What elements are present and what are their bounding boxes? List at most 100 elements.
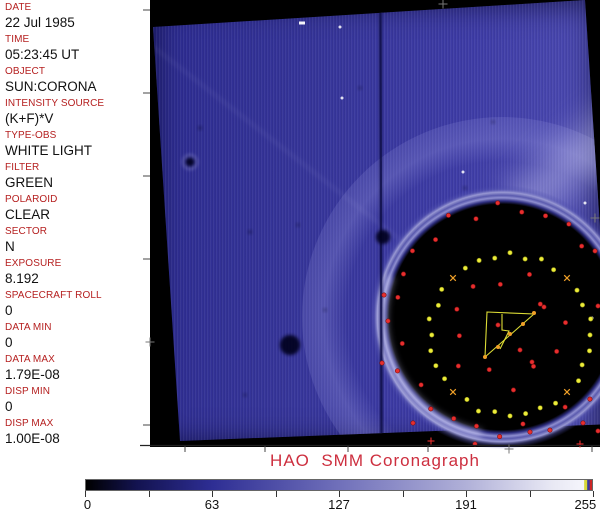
inner-red-ring-dot: [486, 367, 492, 373]
yellow-ring-dot: [433, 363, 439, 369]
inner-red-ring-dot: [510, 387, 516, 393]
metadata-field: DATA MAX 1.79E-08: [5, 354, 148, 386]
outer-red-ring-dot: [579, 243, 585, 249]
colorbar-tick-label: 127: [328, 497, 350, 512]
dust-spot: [358, 86, 362, 90]
image-title: HAO SMM Coronagraph: [270, 451, 480, 470]
fiducial-red-dot: [595, 428, 600, 434]
star-speck: [461, 170, 465, 174]
field-label: POLAROID: [5, 194, 58, 205]
dust-spot: [280, 335, 300, 355]
yellow-ring-dot: [475, 408, 481, 414]
outer-red-ring-dot: [451, 416, 457, 422]
fiducial-red-dot: [541, 304, 547, 310]
colorbar-tick-label: 0: [83, 497, 92, 512]
yellow-ring-dot: [507, 413, 513, 419]
inner-red-ring-dot: [537, 301, 543, 307]
x-mark: [563, 274, 571, 282]
polygon-vertex-dot: [508, 332, 512, 336]
field-value: GREEN: [5, 175, 54, 190]
colorbar-tick: [466, 491, 467, 497]
yellow-ring-dot: [587, 348, 593, 354]
metadata-field: POLAROID CLEAR: [5, 194, 148, 226]
outer-red-ring-dot: [433, 237, 439, 243]
disk-rim-glow: [378, 193, 600, 441]
field-value: CLEAR: [5, 207, 51, 222]
colorbar-tick: [529, 491, 531, 497]
field-value: SUN:CORONA: [5, 79, 97, 94]
yellow-ring-dot: [435, 302, 441, 308]
field-value: 05:23:45 UT: [5, 47, 80, 62]
field-value: WHITE LIGHT: [5, 143, 92, 158]
colorbar-tick-label: 63: [204, 497, 220, 512]
yellow-ring-dot: [587, 332, 593, 338]
dust-spot: [491, 120, 495, 124]
inner-red-ring-dot: [497, 281, 503, 287]
outer-red-ring-dot: [473, 216, 479, 222]
colorbar-tick: [148, 491, 150, 497]
field-value: 0: [5, 303, 13, 318]
field-label: EXPOSURE: [5, 258, 62, 269]
outer-red-ring-dot: [520, 421, 526, 427]
image-overlay: [140, 0, 600, 454]
pylon-line: [379, 12, 383, 434]
colorbar-tick: [339, 491, 340, 497]
fiducial-red-dot: [379, 360, 385, 366]
field-value: 1.79E-08: [5, 367, 60, 382]
inner-red-ring-dot: [531, 363, 537, 369]
yellow-ring-dot: [492, 255, 498, 261]
outer-red-ring-dot: [497, 434, 503, 440]
metadata-sidebar: DATE 22 Jul 1985 TIME 05:23:45 UT OBJECT SUN:…: [0, 0, 148, 450]
colorbar-tick: [85, 491, 86, 497]
outer-red-ring-dot: [519, 209, 525, 215]
yellow-ring-dot: [507, 250, 513, 256]
yellow-ring-dot: [462, 265, 468, 271]
star-speck: [338, 25, 342, 29]
field-label: TYPE-OBS: [5, 130, 57, 141]
colorbar-tick: [275, 491, 277, 497]
inner-red-ring-dot: [455, 363, 461, 369]
field-value: 0: [5, 335, 13, 350]
inner-red-ring-dot: [526, 271, 532, 277]
dust-spot: [185, 157, 195, 167]
metadata-field: DISP MAX 1.00E-08: [5, 418, 148, 450]
metadata-field: DATA MIN 0: [5, 322, 148, 354]
colorbar-tick: [402, 491, 404, 497]
dust-spot: [463, 186, 467, 190]
fiducial-red-dot: [410, 420, 416, 426]
metadata-field: SPACECRAFT ROLL 0: [5, 290, 148, 322]
inner-red-ring-dot: [470, 283, 476, 289]
outer-red-ring-dot: [385, 318, 391, 324]
yellow-ring-dot: [442, 376, 448, 382]
outer-red-ring-dot: [473, 423, 479, 429]
metadata-field: TIME 05:23:45 UT: [5, 34, 148, 66]
inner-red-ring-dot: [456, 333, 462, 339]
coronagraph-image-panel: [140, 0, 600, 454]
outer-red-ring-dot: [395, 294, 401, 300]
outer-red-ring-dot: [562, 404, 568, 410]
field-label: SECTOR: [5, 226, 48, 237]
x-mark: [563, 388, 571, 396]
outer-red-ring-dot: [495, 200, 501, 206]
colorbar-tick-label: 255: [574, 497, 597, 512]
colorbar-tick: [593, 491, 594, 497]
fiducial-red-dot: [595, 303, 600, 309]
x-mark: [449, 388, 457, 396]
metadata-field: OBJECT SUN:CORONA: [5, 66, 148, 98]
outer-red-ring-dot: [400, 271, 406, 277]
x-mark: [449, 274, 457, 282]
yellow-ring-dot: [523, 411, 529, 417]
polygon-vertex-dot: [496, 345, 500, 349]
star-speck: [340, 96, 344, 100]
field-label: INTENSITY SOURCE: [5, 98, 105, 109]
dust-spot: [243, 393, 247, 397]
metadata-field: SECTOR N: [5, 226, 148, 258]
yellow-ring-dot: [579, 362, 585, 368]
star-speck: [583, 201, 587, 205]
field-value: 8.192: [5, 271, 39, 286]
field-value: 22 Jul 1985: [5, 15, 75, 30]
yellow-ring-dot: [426, 316, 432, 322]
outer-red-ring-dot: [587, 396, 593, 402]
dust-spot: [296, 223, 300, 227]
